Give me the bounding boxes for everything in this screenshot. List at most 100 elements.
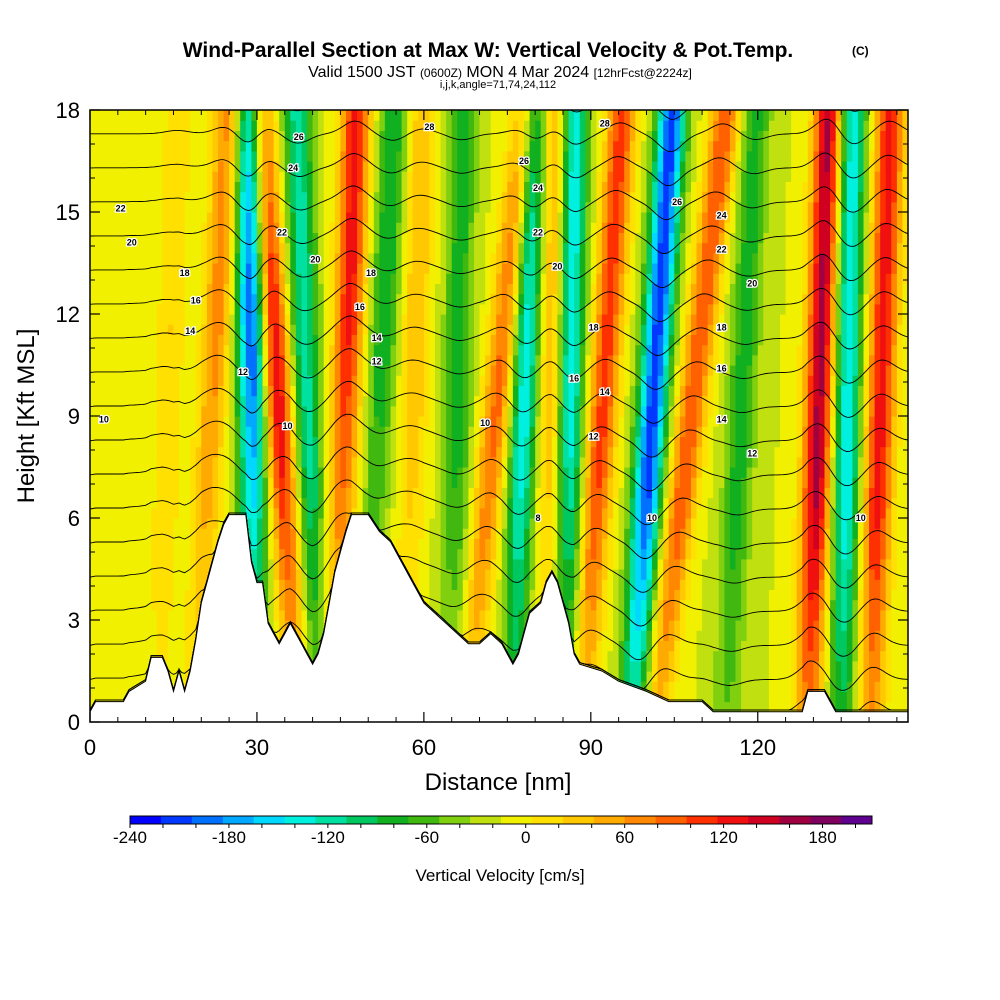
w-cell xyxy=(112,232,119,244)
w-cell xyxy=(351,212,358,223)
w-cell xyxy=(468,222,475,233)
w-cell xyxy=(156,273,163,284)
w-cell xyxy=(479,344,486,356)
w-cell xyxy=(407,191,414,203)
w-cell xyxy=(423,283,431,295)
w-cell xyxy=(401,497,408,509)
w-cell xyxy=(223,212,230,223)
w-cell xyxy=(340,334,347,346)
w-cell xyxy=(507,222,514,233)
w-cell xyxy=(346,293,353,305)
w-cell xyxy=(106,283,113,295)
w-cell xyxy=(162,150,169,162)
w-cell xyxy=(245,518,252,529)
w-cell xyxy=(106,528,113,539)
w-cell xyxy=(479,477,486,488)
w-cell xyxy=(190,191,197,203)
w-cell xyxy=(106,599,113,611)
w-cell xyxy=(490,110,497,121)
w-cell xyxy=(540,110,547,121)
w-cell xyxy=(535,507,542,519)
w-cell xyxy=(312,334,319,346)
w-cell xyxy=(429,395,436,407)
w-cell xyxy=(507,497,514,509)
w-cell xyxy=(262,528,269,539)
w-cell xyxy=(429,232,436,244)
w-cell xyxy=(212,232,219,244)
w-cell xyxy=(462,456,469,468)
w-cell xyxy=(195,426,202,437)
w-cell xyxy=(190,150,197,162)
w-cell xyxy=(284,161,291,172)
w-cell xyxy=(507,232,514,244)
w-cell xyxy=(279,242,286,254)
w-cell xyxy=(295,324,303,335)
w-cell xyxy=(240,212,247,223)
w-cell xyxy=(396,507,403,519)
w-cell xyxy=(323,314,330,325)
w-cell xyxy=(123,354,130,366)
w-cell xyxy=(546,518,553,529)
w-cell xyxy=(485,110,492,121)
w-cell xyxy=(145,558,152,570)
w-cell xyxy=(507,334,514,346)
w-cell xyxy=(535,375,542,386)
w-cell xyxy=(206,487,214,499)
w-cell xyxy=(245,528,252,539)
w-cell xyxy=(307,120,314,131)
w-cell xyxy=(162,548,169,560)
w-cell xyxy=(474,569,481,580)
w-cell xyxy=(245,344,252,356)
w-cell xyxy=(195,354,202,366)
w-cell xyxy=(368,426,375,437)
w-cell xyxy=(512,599,520,611)
w-cell xyxy=(301,263,308,274)
w-cell xyxy=(129,405,136,417)
w-cell xyxy=(212,518,219,529)
w-cell xyxy=(346,405,353,417)
w-cell xyxy=(162,579,169,590)
w-cell xyxy=(507,252,514,264)
w-cell xyxy=(435,507,442,519)
w-cell xyxy=(529,354,536,366)
w-cell xyxy=(490,467,497,478)
w-cell xyxy=(323,263,330,274)
w-cell xyxy=(112,640,119,652)
w-cell xyxy=(301,395,308,407)
w-cell xyxy=(318,579,325,590)
w-cell xyxy=(268,609,275,621)
w-cell xyxy=(106,303,113,315)
w-cell xyxy=(457,130,464,142)
w-cell xyxy=(268,569,275,580)
w-cell xyxy=(223,150,230,162)
w-cell xyxy=(312,242,319,254)
w-cell xyxy=(234,334,241,346)
w-cell xyxy=(346,120,353,131)
w-cell xyxy=(423,161,431,172)
w-cell xyxy=(446,222,453,233)
w-cell xyxy=(496,324,503,335)
chart-subtitle: Valid 1500 JST (0600Z) MON 4 Mar 2024 [1… xyxy=(308,64,692,81)
w-cell xyxy=(412,528,419,539)
w-cell xyxy=(167,161,175,172)
w-cell xyxy=(512,120,520,131)
w-cell xyxy=(496,242,503,254)
w-cell xyxy=(474,548,481,560)
w-cell xyxy=(474,579,481,590)
w-cell xyxy=(251,181,258,193)
w-cell xyxy=(112,150,119,162)
w-cell xyxy=(151,609,158,621)
w-cell xyxy=(446,395,453,407)
w-cell xyxy=(418,344,425,356)
w-cell xyxy=(173,426,180,437)
w-cell xyxy=(535,161,542,172)
w-cell xyxy=(412,283,419,295)
w-cell xyxy=(290,477,297,488)
w-cell xyxy=(423,477,431,488)
w-cell xyxy=(140,110,147,121)
w-cell xyxy=(351,303,358,315)
w-cell xyxy=(346,232,353,244)
w-cell xyxy=(518,579,525,590)
w-cell xyxy=(479,140,486,152)
w-cell xyxy=(368,171,375,182)
